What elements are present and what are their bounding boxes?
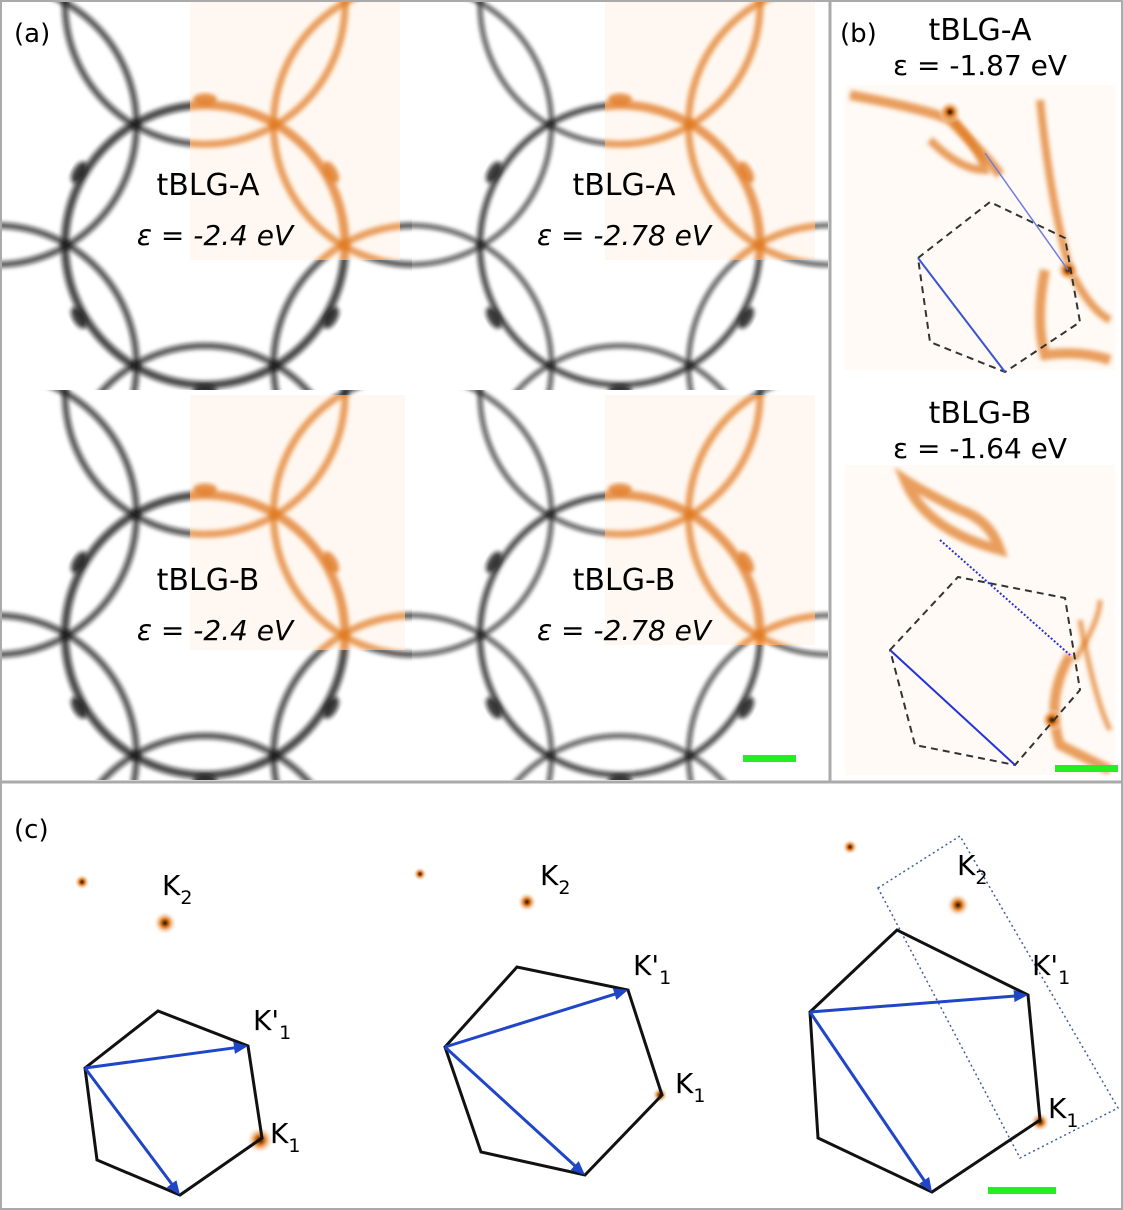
point-label: K'1 — [633, 949, 671, 989]
diffraction-image — [74, 874, 274, 1195]
hot-spot — [938, 100, 962, 124]
image-orange-bg — [845, 85, 1115, 370]
reciprocal-vector — [85, 1068, 174, 1187]
point-label: K'1 — [1032, 949, 1070, 989]
reciprocal-vector — [810, 996, 1018, 1012]
scale-bar — [988, 1187, 1056, 1194]
hot-spot — [1040, 708, 1064, 732]
diffraction-spot — [74, 874, 90, 890]
point-index: 2 — [558, 877, 570, 899]
point-label: K1 — [675, 1067, 705, 1107]
arrow-head — [613, 988, 628, 999]
point-name: K — [540, 859, 559, 892]
panel-label: (c) — [14, 815, 49, 845]
diffraction-spot — [946, 893, 970, 917]
point-label: K'1 — [253, 1004, 291, 1044]
image-title: tBLG-B — [157, 563, 260, 598]
point-name: K' — [633, 949, 659, 982]
image-orange-bg — [605, 395, 815, 645]
point-index: 1 — [279, 1022, 291, 1044]
point-label: K2 — [957, 849, 987, 889]
hot-spot — [193, 385, 217, 397]
point-index: 1 — [659, 967, 671, 989]
scale-bar — [743, 755, 796, 762]
energy-label: ε = -2.78 eV — [537, 614, 713, 647]
image-title: tBLG-A — [573, 168, 676, 203]
diffraction-spot — [842, 839, 858, 855]
point-index: 1 — [1066, 1110, 1078, 1132]
point-index: 2 — [180, 887, 192, 909]
energy-label: ε = -2.4 eV — [137, 614, 295, 647]
image-title: tBLG-A — [157, 168, 260, 203]
point-label: K2 — [162, 869, 192, 909]
diffraction-spot — [153, 911, 177, 935]
diffraction-spot — [413, 867, 427, 881]
point-name: K — [957, 849, 976, 882]
point-name: K — [270, 1117, 289, 1150]
energy-label: ε = -1.87 eV — [893, 49, 1067, 82]
scale-bar — [1055, 765, 1118, 772]
point-index: 1 — [693, 1085, 705, 1107]
image-title: tBLG-B — [573, 563, 676, 598]
diffraction-image — [413, 867, 668, 1175]
diffraction-image — [810, 836, 1118, 1192]
hot-spot — [193, 483, 217, 495]
point-name: K — [1048, 1092, 1067, 1125]
point-label: K1 — [1048, 1092, 1078, 1132]
hot-spot — [608, 483, 632, 495]
diffraction-spot — [517, 892, 537, 912]
energy-label: ε = -2.78 eV — [537, 219, 713, 252]
point-name: K' — [253, 1004, 279, 1037]
image-title: tBLG-B — [929, 396, 1032, 431]
image-orange-bg — [845, 465, 1115, 775]
brillouin-zone — [445, 967, 662, 1175]
point-index: 1 — [288, 1135, 300, 1157]
panel-label: (b) — [840, 19, 877, 49]
energy-label: ε = -2.4 eV — [137, 219, 295, 252]
image-title: tBLG-A — [929, 13, 1032, 48]
point-name: K — [675, 1067, 694, 1100]
hot-spot — [608, 93, 632, 105]
point-label: K2 — [540, 859, 570, 899]
figure: (a) tBLG-A ε = -2.4 eV tBLG-A ε = -2.78 … — [0, 0, 1123, 1210]
point-index: 2 — [975, 867, 987, 889]
hot-spot — [193, 93, 217, 105]
point-name: K — [162, 869, 181, 902]
reciprocal-vector — [810, 1012, 927, 1184]
panel-label: (a) — [14, 19, 50, 49]
hot-spot — [608, 385, 632, 397]
point-name: K' — [1032, 949, 1058, 982]
energy-label: ε = -1.64 eV — [893, 432, 1067, 465]
point-index: 1 — [1058, 967, 1070, 989]
point-label: K1 — [270, 1117, 300, 1157]
